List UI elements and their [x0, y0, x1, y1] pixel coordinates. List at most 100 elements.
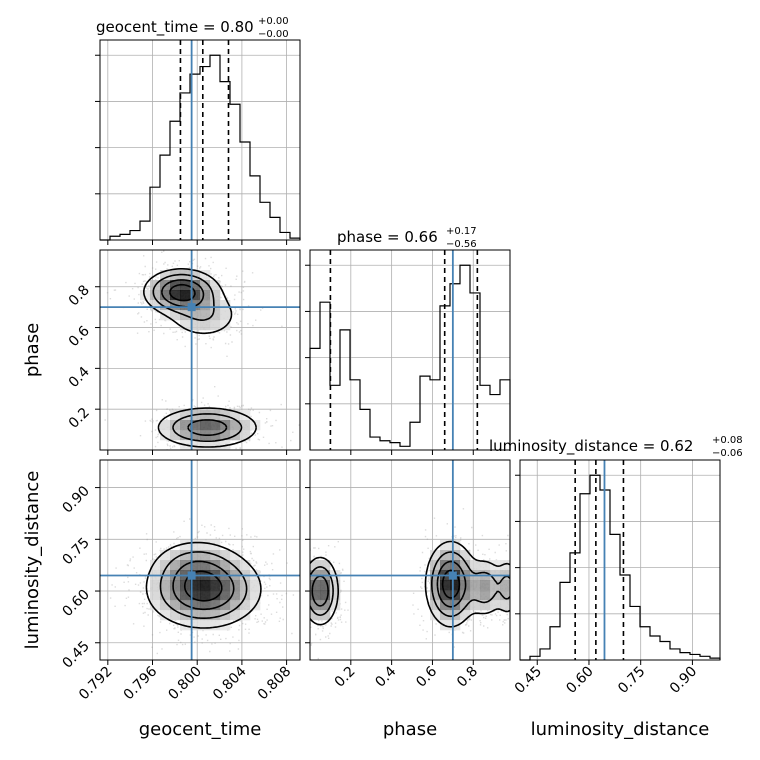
- truth-marker-geocent_time-vs-phase: [187, 303, 196, 312]
- density-cell-phase-vs-luminosity_distance: [440, 540, 451, 551]
- density-cell-geocent_time-vs-phase: [200, 420, 211, 431]
- panel-geocent_time-vs-phase: [99, 249, 301, 451]
- density-cell-geocent_time-vs-luminosity_distance: [230, 580, 241, 591]
- density-cell-geocent_time-vs-luminosity_distance: [160, 550, 171, 561]
- density-cell-geocent_time-vs-luminosity_distance: [160, 560, 171, 571]
- ytick-label-left2-2: 0.75: [59, 535, 92, 568]
- density-cell-phase-vs-luminosity_distance: [450, 540, 461, 551]
- density-cell-phase-vs-luminosity_distance: [460, 610, 471, 621]
- hist-frame-phase: [309, 249, 511, 451]
- density-cell-phase-vs-luminosity_distance: [460, 590, 471, 601]
- density-cell-geocent_time-vs-luminosity_distance: [190, 610, 201, 621]
- density-cell-geocent_time-vs-phase: [180, 300, 191, 311]
- density-cell-phase-vs-luminosity_distance: [450, 620, 461, 631]
- hist-steps-phase: [309, 264, 511, 450]
- density-cell-phase-vs-luminosity_distance: [480, 590, 491, 601]
- density-cell-geocent_time-vs-phase: [240, 420, 251, 431]
- truth-marker-phase-vs-luminosity_distance: [448, 571, 457, 580]
- xtick-label-bottom0-4: 0.808: [255, 664, 295, 704]
- xlabel-phase: phase: [383, 719, 437, 740]
- density-cell-phase-vs-luminosity_distance: [500, 560, 510, 571]
- density-cell-geocent_time-vs-phase: [210, 290, 221, 301]
- contour-phase-vs-luminosity_distance-0: [310, 540, 510, 628]
- density-cell-phase-vs-luminosity_distance: [320, 580, 331, 591]
- density-cell-geocent_time-vs-luminosity_distance: [210, 580, 221, 591]
- ytick-label-left2-0: 0.45: [59, 638, 92, 671]
- xtick-label-bottom1-1: 0.4: [372, 663, 399, 690]
- density-cell-geocent_time-vs-luminosity_distance: [150, 580, 161, 591]
- density-cell-geocent_time-vs-luminosity_distance: [150, 600, 161, 611]
- ytick-label-left1-0: 0.2: [66, 405, 93, 432]
- density-cell-geocent_time-vs-luminosity_distance: [150, 560, 161, 571]
- density-cell-phase-vs-luminosity_distance: [310, 600, 321, 611]
- density-cell-geocent_time-vs-luminosity_distance: [180, 590, 191, 601]
- density-cell-geocent_time-vs-luminosity_distance: [160, 590, 171, 601]
- density-cell-geocent_time-vs-phase: [210, 410, 221, 421]
- ytick-label-left1-3: 0.8: [66, 282, 93, 309]
- density-cell-geocent_time-vs-phase: [160, 300, 171, 311]
- density-cell-geocent_time-vs-luminosity_distance: [220, 600, 231, 611]
- title-phase: phase = 0.66 +0.17 −0.56: [337, 226, 477, 250]
- density-cell-geocent_time-vs-phase: [210, 300, 221, 311]
- xtick-label-bottom1-3: 0.8: [454, 664, 481, 691]
- density-cell-phase-vs-luminosity_distance: [450, 550, 461, 561]
- density-cell-geocent_time-vs-luminosity_distance: [190, 560, 201, 571]
- density-cell-geocent_time-vs-phase: [240, 430, 251, 441]
- density-cell-phase-vs-luminosity_distance: [500, 580, 510, 591]
- density-cell-phase-vs-luminosity_distance: [310, 560, 321, 571]
- density-cell-phase-vs-luminosity_distance: [460, 550, 471, 561]
- density-cell-geocent_time-vs-phase: [180, 410, 191, 421]
- density-cell-phase-vs-luminosity_distance: [470, 560, 481, 571]
- xlabel-geocent-time: geocent_time: [139, 719, 262, 740]
- ytick-label-left2-1: 0.60: [59, 587, 92, 620]
- density-cell-geocent_time-vs-phase: [220, 320, 231, 331]
- title-phase-text: phase = 0.66: [337, 228, 438, 246]
- title-luminosity-distance-sup: +0.08: [712, 435, 743, 446]
- density-cell-geocent_time-vs-luminosity_distance: [170, 610, 181, 621]
- density-cell-geocent_time-vs-phase: [170, 280, 181, 291]
- density-cell-geocent_time-vs-phase: [210, 310, 221, 321]
- title-luminosity-distance-text: luminosity_distance = 0.62: [489, 437, 693, 456]
- xtick-label-bottom0-2: 0.800: [165, 664, 205, 704]
- density-cell-geocent_time-vs-phase: [200, 320, 211, 331]
- panel-inner-geocent_time-vs-phase: [100, 250, 300, 450]
- density-cell-geocent_time-vs-phase: [220, 300, 231, 311]
- density-cell-phase-vs-luminosity_distance: [450, 580, 461, 591]
- density-cell-phase-vs-luminosity_distance: [500, 590, 510, 601]
- density-cell-geocent_time-vs-luminosity_distance: [210, 620, 221, 631]
- density-cell-phase-vs-luminosity_distance: [320, 560, 331, 571]
- density-cell-geocent_time-vs-phase: [170, 290, 181, 301]
- density-cell-geocent_time-vs-luminosity_distance: [170, 600, 181, 611]
- density-cell-geocent_time-vs-luminosity_distance: [230, 560, 241, 571]
- density-cell-geocent_time-vs-luminosity_distance: [230, 600, 241, 611]
- ylabel-phase: phase: [22, 323, 43, 377]
- density-cell-phase-vs-luminosity_distance: [470, 600, 481, 611]
- density-cell-geocent_time-vs-luminosity_distance: [200, 550, 211, 561]
- density-cell-phase-vs-luminosity_distance: [320, 610, 331, 621]
- contour-phase-vs-luminosity_distance-2: [311, 560, 467, 608]
- density-cell-geocent_time-vs-phase: [230, 410, 241, 421]
- frame-geocent_time-vs-luminosity_distance: [99, 459, 301, 661]
- density-cell-geocent_time-vs-luminosity_distance: [200, 540, 211, 551]
- frame-phase-vs-luminosity_distance: [309, 459, 511, 661]
- frame-geocent_time-vs-phase: [99, 249, 301, 451]
- density-cell-phase-vs-luminosity_distance: [330, 600, 341, 611]
- density-cell-geocent_time-vs-luminosity_distance: [220, 550, 231, 561]
- density-cell-geocent_time-vs-phase: [180, 420, 191, 431]
- density-cell-phase-vs-luminosity_distance: [440, 550, 451, 561]
- density-cell-geocent_time-vs-luminosity_distance: [180, 560, 191, 571]
- density-cell-geocent_time-vs-luminosity_distance: [210, 600, 221, 611]
- density-cell-phase-vs-luminosity_distance: [430, 550, 441, 561]
- density-cell-geocent_time-vs-luminosity_distance: [190, 620, 201, 631]
- density-cell-geocent_time-vs-luminosity_distance: [240, 580, 251, 591]
- density-cell-geocent_time-vs-phase: [180, 430, 191, 441]
- density-cell-geocent_time-vs-phase: [160, 420, 171, 431]
- title-luminosity-distance: luminosity_distance = 0.62 +0.08 −0.06: [489, 435, 743, 459]
- density-cell-geocent_time-vs-phase: [200, 290, 211, 301]
- hist-steps-luminosity_distance: [520, 474, 721, 661]
- density-cell-geocent_time-vs-luminosity_distance: [180, 550, 191, 561]
- density-cell-phase-vs-luminosity_distance: [470, 590, 481, 601]
- hist-panel-phase: [305, 249, 511, 451]
- density-cell-geocent_time-vs-luminosity_distance: [190, 540, 201, 551]
